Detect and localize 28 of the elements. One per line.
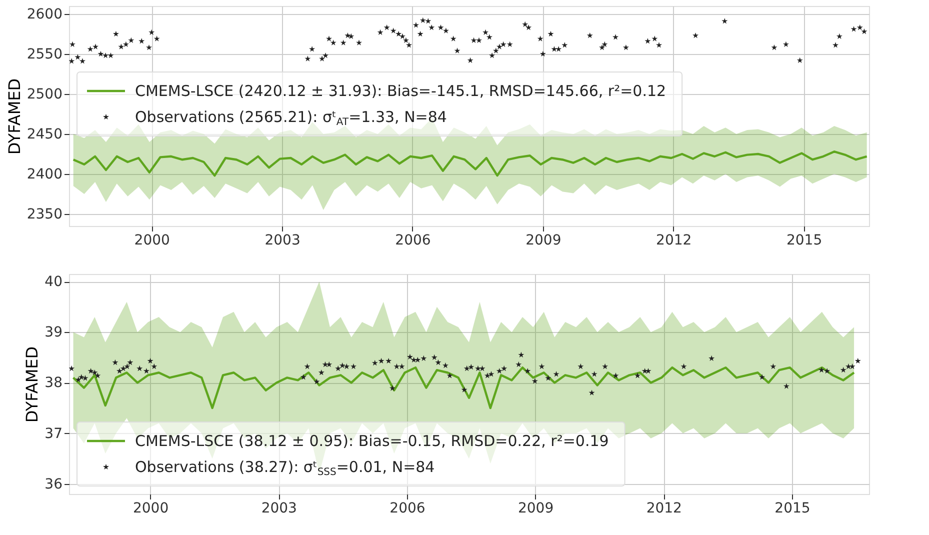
y-tick-label: 2600 xyxy=(26,6,62,22)
y-tick-label: 2550 xyxy=(26,46,62,62)
x-tick-label: 2006 xyxy=(395,232,431,248)
line-series xyxy=(72,150,868,177)
y-tick-label: 2450 xyxy=(26,126,62,142)
x-tick-label: 2009 xyxy=(518,500,554,516)
y-axis-title: DYFAMED xyxy=(4,78,24,155)
y-tick-label: 2500 xyxy=(26,86,62,102)
x-tick-label: 2006 xyxy=(390,500,426,516)
x-tick-label: 2003 xyxy=(264,232,300,248)
y-tick-label: 38 xyxy=(44,375,62,392)
y-tick-label: 36 xyxy=(44,476,63,492)
y-tick-label: 37 xyxy=(44,426,62,442)
x-tick-label: 2009 xyxy=(526,232,562,248)
x-tick-label: 2000 xyxy=(132,500,169,516)
y-axis-title: DYFAMED xyxy=(22,346,42,423)
x-tick-label: 2012 xyxy=(646,500,682,516)
y-tick-label: 40 xyxy=(44,274,62,290)
x-tick-label: 2012 xyxy=(656,232,692,248)
x-tick-label: 2003 xyxy=(261,500,297,516)
y-tick-label: 2400 xyxy=(26,166,62,182)
y-tick-label: 2350 xyxy=(26,206,62,222)
x-tick-label: 2015 xyxy=(774,500,810,516)
legend-label: CMEMS-LSCE (38.12 ± 0.95): Bias=-0.15, RMSD=0.22, r²=0.19 xyxy=(135,432,609,450)
y-tick-label: 39 xyxy=(44,324,62,341)
legend-label: CMEMS-LSCE (2420.12 ± 31.93): Bias=-145.1, RMSD=145.66, r²=0.12 xyxy=(135,82,666,100)
x-tick-label: 2000 xyxy=(134,232,170,248)
x-tick-label: 2015 xyxy=(786,232,822,248)
